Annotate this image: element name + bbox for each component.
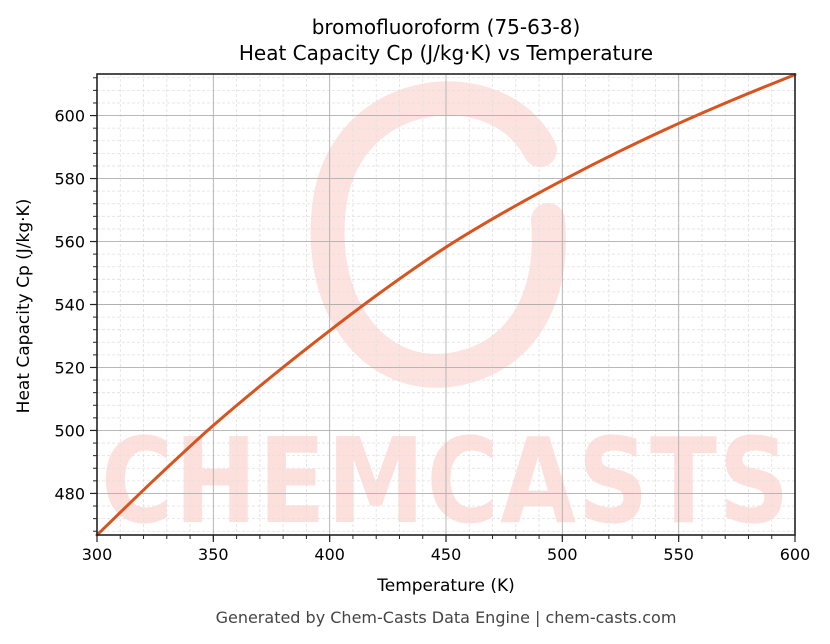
svg-text:350: 350 [198,545,229,564]
svg-text:540: 540 [54,296,85,315]
svg-text:300: 300 [82,545,113,564]
axis-ticks [90,77,796,542]
svg-text:400: 400 [314,545,345,564]
chart-title: bromofluoroform (75-63-8) [311,15,581,39]
svg-text:550: 550 [663,545,694,564]
svg-text:500: 500 [54,421,85,440]
svg-text:500: 500 [547,545,578,564]
footer-credit: Generated by Chem-Casts Data Engine | ch… [215,608,677,627]
svg-text:520: 520 [54,358,85,377]
svg-text:480: 480 [54,484,85,503]
svg-text:560: 560 [54,233,85,252]
x-axis-label: Temperature (K) [377,576,515,596]
svg-text:600: 600 [54,107,85,126]
series-line-cp [95,73,797,537]
chart-subtitle: Heat Capacity Cp (J/kg·K) vs Temperature [238,41,654,65]
axis-tick-labels: 300 350 400 450 500 550 600 480 500 520 540 560 580 6… [54,107,810,564]
svg-text:450: 450 [431,545,462,564]
y-axis-label: Heat Capacity Cp (J/kg·K) [14,198,34,414]
data-series [95,73,797,537]
svg-text:600: 600 [780,545,811,564]
svg-text:580: 580 [54,170,85,189]
